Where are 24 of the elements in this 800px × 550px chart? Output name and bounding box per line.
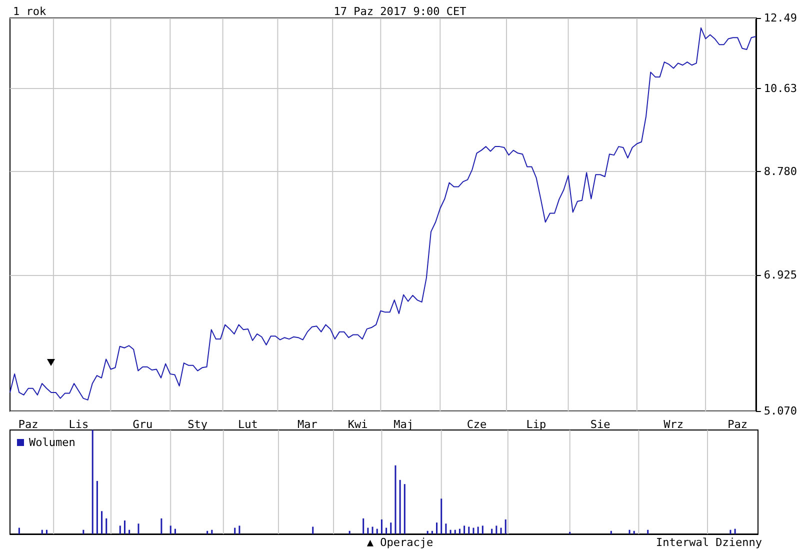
y-tick-label: 5.070 [764, 404, 798, 418]
x-tick-label: Kwi [348, 418, 368, 431]
x-tick-label: Gru [132, 418, 153, 431]
y-tick-label: 12.49 [764, 12, 798, 24]
x-tick-label: Wrz [664, 418, 684, 431]
x-tick-label: Sty [188, 418, 208, 431]
x-tick-label: Lip [526, 418, 546, 431]
x-tick-label: Sie [590, 418, 610, 431]
y-tick-label: 8.780 [764, 165, 798, 178]
x-tick-label: Paz [728, 418, 748, 431]
x-tick-label: Lut [238, 418, 258, 431]
chart-title: 1 rok [13, 5, 46, 18]
legend-label: Wolumen [29, 436, 76, 449]
y-tick-label: 10.63 [764, 82, 798, 95]
text: Interwal Dzienny [656, 536, 762, 549]
chart-subtitle: 17 Paz 2017 9:00 CET [334, 5, 467, 18]
x-tick-label: Lis [68, 418, 89, 431]
x-tick-label: Paz [18, 418, 38, 431]
text: ▲ Operacje [366, 536, 434, 549]
y-tick-label: 6.925 [764, 268, 798, 282]
x-tick-label: Mar [298, 418, 318, 431]
line-series [10, 27, 756, 400]
x-tick-label: Cze [466, 418, 487, 431]
x-tick-label: Maj [394, 418, 414, 431]
